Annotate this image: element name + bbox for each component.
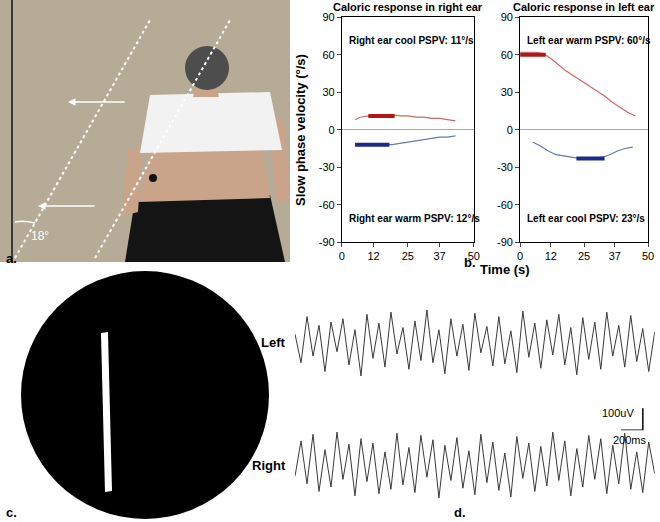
- svg-text:Left: Left: [261, 335, 286, 350]
- svg-text:200ms: 200ms: [613, 434, 647, 446]
- svg-text:b.: b.: [464, 255, 476, 270]
- svg-text:Slow phase velocity (°/s): Slow phase velocity (°/s): [293, 54, 308, 206]
- svg-text:Right: Right: [252, 458, 286, 473]
- svg-text:90: 90: [322, 11, 334, 23]
- svg-text:Right ear warm PSPV: 12°/s: Right ear warm PSPV: 12°/s: [349, 213, 480, 224]
- svg-text:0: 0: [329, 124, 335, 136]
- svg-text:25: 25: [578, 250, 590, 262]
- svg-text:30: 30: [322, 86, 334, 98]
- svg-text:50: 50: [642, 250, 654, 262]
- svg-text:-90: -90: [497, 236, 513, 248]
- svg-text:25: 25: [402, 250, 414, 262]
- svg-text:30: 30: [501, 86, 513, 98]
- svg-text:Left ear warm PSPV: 60°/s: Left ear warm PSPV: 60°/s: [527, 35, 651, 46]
- svg-text:18°: 18°: [31, 229, 49, 243]
- svg-text:37: 37: [609, 250, 621, 262]
- svg-text:0: 0: [339, 250, 345, 262]
- svg-text:-90: -90: [319, 236, 335, 248]
- svg-text:60: 60: [501, 49, 513, 61]
- svg-text:12: 12: [367, 250, 379, 262]
- svg-text:a.: a.: [6, 251, 17, 266]
- svg-text:100uV: 100uV: [602, 407, 634, 419]
- svg-text:-30: -30: [497, 161, 513, 173]
- svg-text:-30: -30: [319, 161, 335, 173]
- svg-text:c.: c.: [6, 505, 17, 520]
- svg-text:Caloric response in right ear: Caloric response in right ear: [333, 1, 483, 13]
- svg-text:Left ear cool PSPV: 23°/s: Left ear cool PSPV: 23°/s: [527, 213, 645, 224]
- svg-text:50: 50: [468, 250, 480, 262]
- svg-text:Time (s): Time (s): [480, 262, 530, 277]
- svg-text:Caloric response in left ear: Caloric response in left ear: [513, 1, 655, 13]
- svg-text:Right ear cool PSPV: 11°/s: Right ear cool PSPV: 11°/s: [349, 35, 474, 46]
- svg-text:-60: -60: [319, 199, 335, 211]
- svg-text:60: 60: [322, 49, 334, 61]
- svg-text:90: 90: [501, 11, 513, 23]
- svg-text:d.: d.: [454, 505, 466, 520]
- svg-text:-60: -60: [497, 199, 513, 211]
- svg-text:37: 37: [433, 250, 445, 262]
- svg-text:0: 0: [517, 250, 523, 262]
- svg-text:0: 0: [507, 124, 513, 136]
- svg-text:12: 12: [545, 250, 557, 262]
